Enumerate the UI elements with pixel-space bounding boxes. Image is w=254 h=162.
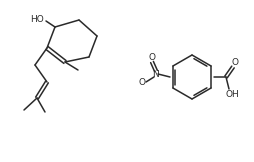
Text: O: O (231, 58, 237, 66)
Text: HO: HO (30, 15, 44, 23)
Text: O: O (138, 77, 145, 87)
Text: OH: OH (224, 89, 238, 98)
Text: O: O (148, 52, 155, 62)
Text: N: N (152, 69, 159, 79)
